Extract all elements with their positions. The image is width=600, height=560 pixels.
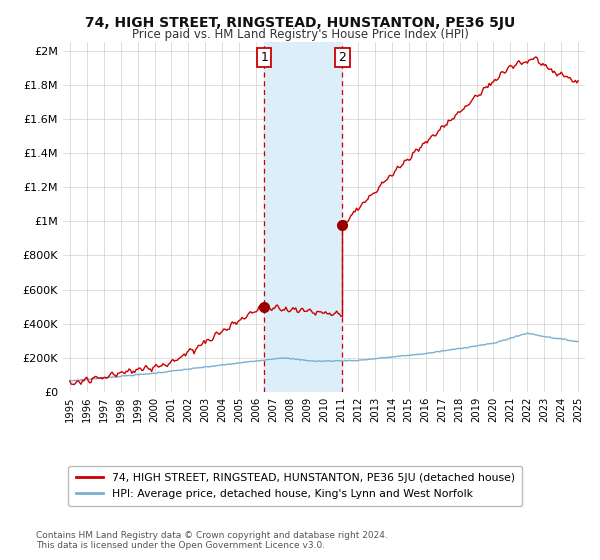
Text: 74, HIGH STREET, RINGSTEAD, HUNSTANTON, PE36 5JU: 74, HIGH STREET, RINGSTEAD, HUNSTANTON, …: [85, 16, 515, 30]
Text: 1: 1: [260, 51, 268, 64]
Text: Contains HM Land Registry data © Crown copyright and database right 2024.
This d: Contains HM Land Registry data © Crown c…: [36, 530, 388, 550]
Text: 2: 2: [338, 51, 346, 64]
Legend: 74, HIGH STREET, RINGSTEAD, HUNSTANTON, PE36 5JU (detached house), HPI: Average : 74, HIGH STREET, RINGSTEAD, HUNSTANTON, …: [68, 466, 523, 506]
Text: Price paid vs. HM Land Registry's House Price Index (HPI): Price paid vs. HM Land Registry's House …: [131, 28, 469, 41]
Bar: [264, 42, 343, 392]
